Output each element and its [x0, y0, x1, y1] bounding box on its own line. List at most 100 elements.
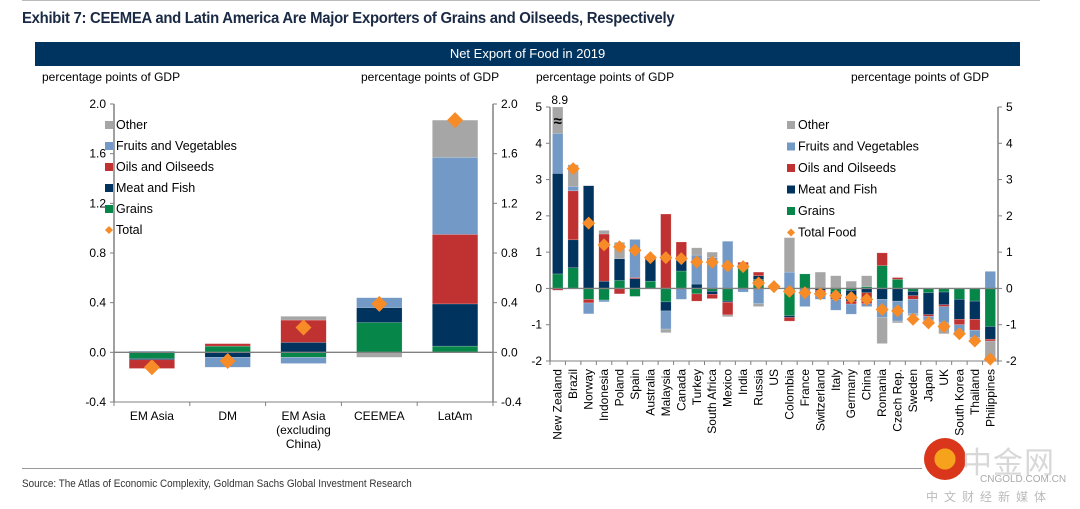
left-chart-ylabel-left: percentage points of GDP [42, 70, 181, 84]
total-marker [752, 276, 766, 290]
bar-segment-fruits-and-vegetables [598, 299, 610, 303]
bar-segment-meat-and-fish [783, 315, 795, 318]
total-marker [891, 304, 905, 318]
bar-segment-other [691, 247, 703, 256]
x-category-label: Norway [582, 369, 596, 410]
bar-segment-other [830, 275, 842, 289]
total-marker [983, 352, 997, 366]
total-marker [829, 289, 843, 303]
y-tick-label-right: -0.4 [501, 395, 522, 409]
bar-segment-other [845, 280, 857, 289]
total-marker [937, 320, 951, 334]
total-marker [371, 295, 388, 312]
y-tick-label-right: 0 [1006, 281, 1013, 295]
total-marker [690, 255, 704, 269]
bar-segment-grains [567, 267, 579, 289]
total-marker [705, 255, 719, 269]
bar-segment-grains [614, 280, 626, 289]
total-marker [219, 353, 236, 370]
y-tick-label-right: 0.0 [501, 345, 518, 359]
total-marker [566, 162, 580, 176]
x-category-label: New Zealand [551, 369, 565, 440]
total-marker [782, 284, 796, 298]
bar-segment-oils-and-oilseeds [583, 299, 595, 304]
bar-segment-oils-and-oilseeds [706, 293, 718, 299]
x-category-label: Czech Rep. [891, 369, 905, 432]
bar-segment-oils-and-oilseeds [722, 301, 734, 316]
bar-segment-oils-and-oilseeds [907, 295, 919, 300]
bar-segment-meat-and-fish [953, 299, 965, 320]
bar-segment-fruits-and-vegetables [984, 271, 996, 289]
x-category-label: Switzerland [813, 369, 827, 431]
bar-segment-grains [356, 322, 403, 353]
total-marker [952, 327, 966, 341]
chart-banner: Net Export of Food in 2019 [35, 42, 1020, 66]
bar-segment-fruits-and-vegetables [753, 288, 765, 304]
legend-label: Total Food [798, 226, 856, 240]
legend-label: Other [116, 118, 147, 132]
bar-segment-fruits-and-vegetables [845, 303, 857, 315]
x-category-label: Thailand [968, 369, 982, 415]
y-tick-label-right: 2.0 [501, 97, 518, 111]
total-marker [643, 251, 657, 265]
legend-swatch-total [787, 228, 795, 237]
bar-segment-meat-and-fish [567, 239, 579, 268]
bar-segment-oils-and-oilseeds [876, 252, 888, 266]
x-category-label: Romania [875, 369, 889, 417]
bar-segment-oils-and-oilseeds [567, 190, 579, 241]
x-category-label: Indonesia [597, 369, 611, 421]
y-tick-label-right: 0.4 [501, 296, 518, 310]
y-tick-label-left: -2 [531, 354, 542, 368]
legend-swatch-grains [787, 207, 795, 215]
x-category-label: LatAm [438, 409, 473, 423]
legend-label: Fruits and Vegetables [798, 140, 919, 154]
legend-swatch-fruits-and-vegetables [787, 142, 795, 151]
y-tick-label-right: -1 [1006, 318, 1017, 332]
source-note: Source: The Atlas of Economic Complexity… [22, 478, 412, 490]
bar-segment-grains [984, 288, 996, 327]
bar-segment-fruits-and-vegetables [907, 299, 919, 315]
legend-label: Total [116, 223, 142, 237]
bar-segment-meat-and-fish [691, 283, 703, 289]
bar-segment-fruits-and-vegetables [583, 302, 595, 315]
bottom-rule [22, 468, 922, 469]
bar-segment-oils-and-oilseeds [953, 319, 965, 325]
bar-segment-meat-and-fish [598, 280, 610, 289]
overflow-annotation: 8.9 [551, 93, 568, 107]
total-marker [798, 286, 812, 300]
bar-segment-grains [552, 273, 564, 289]
right-chart: -2 -2 -1 -1 0 0 1 1 2 2 3 3 4 4 5 5 New Zealand Brazil Nor… [531, 93, 1017, 440]
total-marker [674, 252, 688, 266]
bar-segment-oils-and-oilseeds [614, 288, 626, 295]
bar-segment-grains [722, 288, 734, 302]
bar-segment-grains [675, 270, 687, 289]
y-tick-label-left: 3 [535, 173, 542, 187]
bar-segment-fruits-and-vegetables [552, 133, 564, 174]
bar-segment-grains [953, 288, 965, 300]
legend-label: Other [798, 118, 829, 132]
bar-segment-fruits-and-vegetables [432, 157, 479, 235]
watermark: 中金网 CNGOLD.COM.CN 中文财经新媒体 [922, 436, 1080, 506]
legend-label: Grains [798, 204, 835, 218]
bar-segment-oils-and-oilseeds [783, 317, 795, 322]
y-tick-label-left: 1.2 [89, 196, 106, 210]
bar-segment-other [861, 275, 873, 287]
legend-label: Meat and Fish [116, 181, 195, 195]
legend-label: Fruits and Vegetables [116, 139, 237, 153]
legend-swatch-grains [105, 205, 113, 213]
x-category-label: (excluding [276, 423, 331, 437]
bar-segment-fruits-and-vegetables [567, 186, 579, 192]
y-tick-label-right: 3 [1006, 173, 1013, 187]
bar-segment-grains [876, 265, 888, 289]
legend-swatch-oils-and-oilseeds [787, 164, 795, 172]
legend-label: Oils and Oilseeds [798, 161, 896, 175]
bar-segment-meat-and-fish [922, 292, 934, 315]
total-marker [813, 287, 827, 301]
x-category-label: Spain [628, 369, 642, 400]
x-category-label: Russia [752, 369, 766, 406]
cngold-logo-icon [924, 438, 966, 480]
bar-segment-meat-and-fish [552, 173, 564, 275]
bar-segment-fruits-and-vegetables [675, 288, 687, 300]
bar-segment-grains [629, 288, 641, 297]
bar-segment-other [552, 106, 564, 134]
